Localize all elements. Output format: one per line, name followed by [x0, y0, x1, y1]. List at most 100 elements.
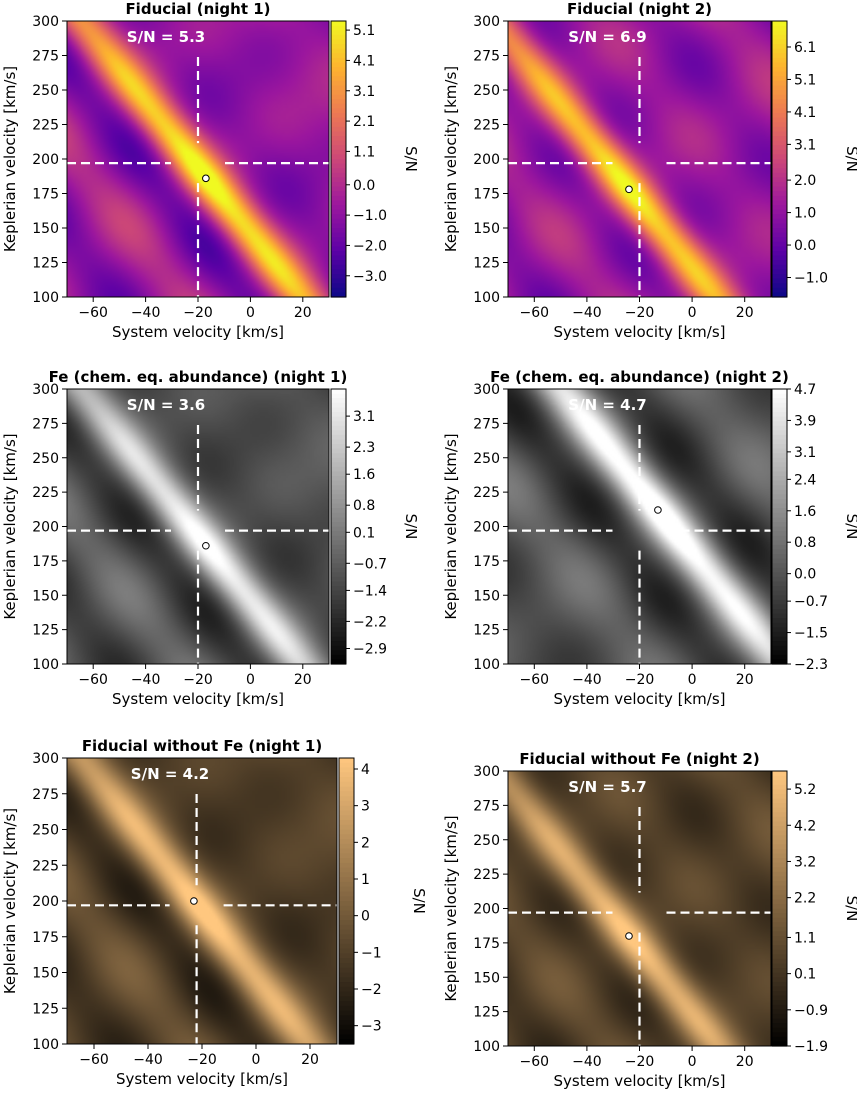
y-tick-label: 175 [32, 930, 59, 946]
panel-5: S/N = 4.2 Fiducial without Fe (night 1) −6… [1, 737, 428, 1088]
colorbar-segment [331, 177, 346, 183]
colorbar-segment [772, 531, 787, 537]
colorbar-segment [331, 232, 346, 238]
colorbar-segment [331, 57, 346, 63]
colorbar-segment [339, 1005, 354, 1012]
colorbar-segment [772, 1018, 787, 1024]
colorbar-segment [772, 871, 787, 878]
colorbar-tick-label: 1.0 [794, 206, 816, 222]
colorbar-segment [772, 926, 787, 933]
colorbar-segment [772, 90, 787, 96]
colorbar-segment [339, 915, 354, 921]
colorbar-segment [331, 200, 346, 206]
colorbar-segment [772, 807, 787, 813]
colorbar-segment [331, 53, 346, 59]
colorbar-segment [772, 853, 787, 859]
snr-annotation: S/N = 3.6 [127, 396, 205, 414]
colorbar-tick-label: −1.5 [794, 626, 828, 642]
colorbar-segment [331, 90, 346, 96]
colorbar-segment [339, 986, 354, 993]
y-tick-label: 225 [473, 118, 500, 134]
colorbar-tick-label: 3.1 [353, 84, 375, 100]
colorbar-segment [772, 581, 787, 587]
colorbar-segment [772, 476, 787, 482]
x-tick-label: 20 [294, 305, 312, 321]
colorbar-segment [331, 576, 346, 583]
colorbar-segment [772, 398, 787, 404]
colorbar-segment [339, 948, 354, 955]
colorbar-segment [339, 834, 354, 840]
colorbar-tick-label: 0.0 [353, 178, 375, 194]
colorbar-segment [331, 425, 346, 431]
colorbar-tick-label: 2 [361, 835, 370, 851]
colorbar-frame [771, 770, 788, 1047]
colorbar-segment [772, 867, 787, 873]
y-tick-label: 125 [32, 256, 59, 272]
colorbar-segment [331, 264, 346, 270]
x-tick-label: −20 [187, 1052, 217, 1068]
x-tick-label: −40 [572, 1054, 602, 1070]
colorbar-segment [331, 609, 346, 615]
colorbar-segment [772, 122, 787, 128]
colorbar-segment [331, 145, 346, 151]
colorbar-segment [772, 457, 787, 463]
colorbar-segment [772, 34, 787, 40]
snr-annotation: S/N = 6.9 [568, 28, 646, 46]
x-tick-label: 0 [252, 1052, 261, 1068]
colorbar-segment [772, 434, 787, 441]
y-tick-label: 125 [32, 1001, 59, 1017]
colorbar-segment [772, 283, 787, 289]
colorbar-segment [331, 292, 346, 298]
y-tick-label: 250 [473, 451, 500, 467]
colorbar-segment [339, 1034, 354, 1040]
colorbar-segment [331, 191, 346, 197]
x-tick-label: 0 [246, 672, 255, 688]
colorbar-segment [331, 246, 346, 252]
x-tick-label: −60 [520, 1054, 550, 1070]
x-axis-label: System velocity [km/s] [112, 690, 284, 708]
colorbar-segment [331, 599, 346, 606]
x-tick-label: −20 [625, 1054, 655, 1070]
panel-title: Fe (chem. eq. abundance) (night 1) [49, 368, 348, 386]
colorbar-segment [772, 264, 787, 270]
colorbar-segment [339, 891, 354, 897]
x-tick-label: 0 [688, 672, 697, 688]
y-tick-label: 150 [473, 970, 500, 986]
colorbar-segment [331, 581, 346, 587]
colorbar-segment [331, 613, 346, 619]
colorbar-segment [772, 913, 787, 919]
colorbar-segment [772, 191, 787, 197]
heatmap-image [67, 21, 329, 297]
colorbar-segment [339, 943, 354, 950]
colorbar-tick-label: 4 [361, 762, 370, 778]
colorbar-tick-label: 1.1 [794, 930, 816, 946]
colorbar-segment [331, 228, 346, 234]
colorbar-segment [772, 471, 787, 477]
colorbar-segment [772, 876, 787, 882]
colorbar-segment [331, 195, 346, 201]
y-tick-label: 200 [32, 152, 59, 168]
colorbar-segment [772, 894, 787, 900]
colorbar-segment [772, 922, 787, 928]
y-tick-label: 150 [32, 966, 59, 982]
colorbar-segment [772, 1009, 787, 1015]
colorbar-tick-label: 0 [361, 909, 370, 925]
colorbar-tick-label: 3 [361, 799, 370, 815]
colorbar-segment [772, 812, 787, 818]
colorbar-segment [772, 232, 787, 238]
y-tick-label: 150 [473, 588, 500, 604]
y-tick-label: 100 [32, 290, 59, 306]
y-tick-label: 225 [32, 485, 59, 501]
colorbar-segment [339, 934, 354, 940]
colorbar-segment [331, 172, 346, 178]
colorbar-segment [331, 572, 346, 578]
panel-title: Fiducial without Fe (night 2) [519, 750, 759, 768]
colorbar-segment [772, 444, 787, 450]
colorbar-tick-label: 0.0 [794, 238, 816, 254]
colorbar-segment [772, 182, 787, 188]
colorbar-segment [772, 168, 787, 174]
colorbar-tick-label: 4.7 [794, 382, 816, 398]
colorbar-segment [331, 140, 346, 146]
colorbar: 6.1 5.1 4.1 3.1 2.0 1.0 0.0 −1.0 S/N [771, 20, 857, 298]
colorbar-segment [772, 117, 787, 123]
